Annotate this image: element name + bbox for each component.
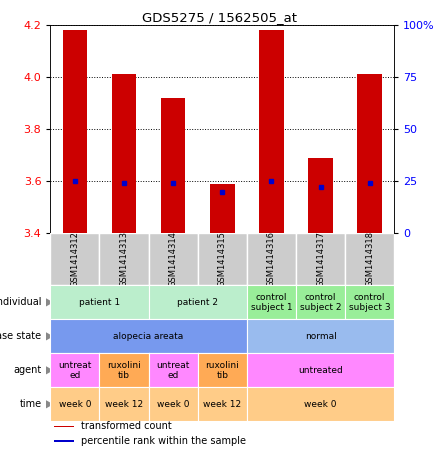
Text: week 12: week 12 (105, 400, 143, 409)
Text: GSM1414318: GSM1414318 (365, 231, 374, 287)
Text: ruxolini
tib: ruxolini tib (107, 361, 141, 380)
Bar (63, 30, 87, 233)
Text: GSM1414314: GSM1414314 (169, 231, 178, 287)
Polygon shape (46, 298, 53, 307)
Text: normal: normal (305, 332, 336, 341)
Bar (357, 74, 382, 233)
Bar (259, 30, 284, 233)
Text: control
subject 2: control subject 2 (300, 293, 341, 312)
Text: time: time (19, 399, 42, 410)
Text: individual: individual (0, 297, 42, 308)
Bar (210, 184, 235, 233)
Text: untreat
ed: untreat ed (58, 361, 92, 380)
Text: percentile rank within the sample: percentile rank within the sample (81, 436, 246, 446)
Polygon shape (46, 332, 53, 341)
Text: GSM1414313: GSM1414313 (120, 231, 128, 287)
Bar (54, 425, 74, 427)
Text: ruxolini
tib: ruxolini tib (205, 361, 239, 380)
Text: untreated: untreated (298, 366, 343, 375)
Text: GSM1414316: GSM1414316 (267, 231, 276, 287)
Bar (198, 233, 247, 285)
Text: GSM1414315: GSM1414315 (218, 231, 227, 287)
Text: patient 2: patient 2 (177, 298, 218, 307)
Bar (148, 233, 198, 285)
Text: week 12: week 12 (203, 400, 241, 409)
Bar (99, 233, 148, 285)
Text: agent: agent (14, 365, 42, 376)
Bar (247, 233, 296, 285)
Text: alopecia areata: alopecia areata (113, 332, 184, 341)
Bar (112, 74, 136, 233)
Bar (161, 98, 185, 233)
Bar (54, 440, 74, 442)
Bar (308, 158, 333, 233)
Bar (50, 233, 99, 285)
Text: GSM1414317: GSM1414317 (316, 231, 325, 287)
Text: week 0: week 0 (59, 400, 91, 409)
Polygon shape (46, 400, 53, 409)
Text: control
subject 1: control subject 1 (251, 293, 292, 312)
Text: week 0: week 0 (157, 400, 189, 409)
Text: GDS5275 / 1562505_at: GDS5275 / 1562505_at (141, 11, 297, 24)
Polygon shape (46, 366, 53, 375)
Text: GSM1414312: GSM1414312 (71, 231, 79, 287)
Bar (296, 233, 345, 285)
Text: patient 1: patient 1 (79, 298, 120, 307)
Text: untreat
ed: untreat ed (156, 361, 190, 380)
Text: control
subject 3: control subject 3 (349, 293, 390, 312)
Text: week 0: week 0 (304, 400, 337, 409)
Bar (345, 233, 394, 285)
Text: disease state: disease state (0, 331, 42, 342)
Text: transformed count: transformed count (81, 421, 172, 431)
